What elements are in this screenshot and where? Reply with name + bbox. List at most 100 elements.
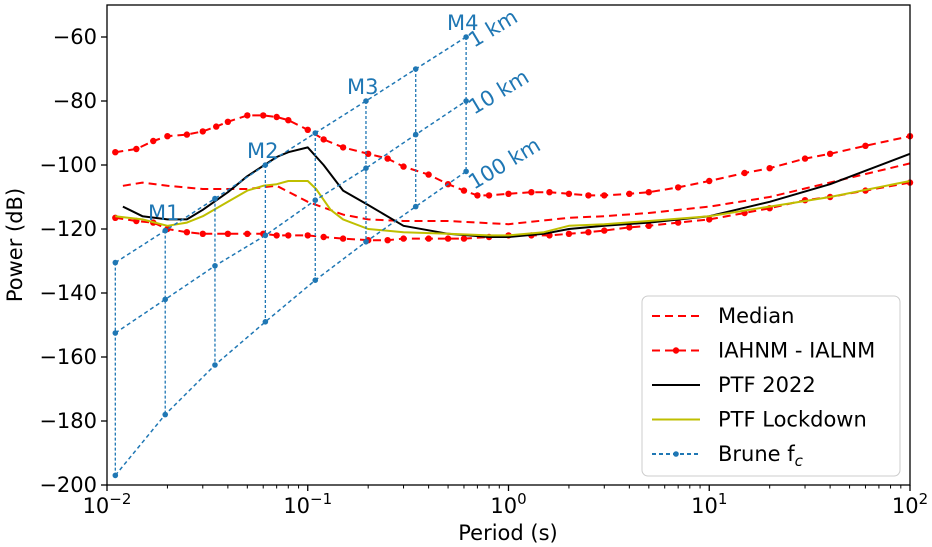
x-tick-label: 102 <box>892 490 928 518</box>
series-iahnm-ialnm-lower-point <box>339 235 347 242</box>
magnitude-label-m1: M1 <box>148 201 179 225</box>
plot-area <box>112 34 914 479</box>
legend-entry: Brune fc <box>718 442 804 470</box>
brune-point <box>162 411 169 418</box>
legend-entry: PTF Lockdown <box>718 408 867 432</box>
series-iahnm-ialnm-point <box>601 192 608 199</box>
series-iahnm-ialnm-point <box>546 189 553 196</box>
series-iahnm-ialnm-lower-point <box>320 233 327 241</box>
y-tick-label: −80 <box>53 89 97 113</box>
y-tick-label: −60 <box>53 25 97 49</box>
brune-line-10-km <box>114 100 467 334</box>
series-iahnm-ialnm-point <box>565 190 573 197</box>
series-iahnm-ialnm-point <box>460 187 468 194</box>
series-iahnm-ialnm-point <box>505 190 512 197</box>
series-iahnm-ialnm-lower-point <box>645 222 653 229</box>
series-iahnm-ialnm-lower-point <box>674 219 682 226</box>
series-iahnm-ialnm-lower-point <box>626 224 633 231</box>
x-tick-label: 10−1 <box>283 490 332 518</box>
series-iahnm-ialnm-point <box>384 155 391 162</box>
legend-box <box>641 295 901 477</box>
series-iahnm-ialnm-point <box>766 165 773 172</box>
series-iahnm-ialnm-lower-point <box>199 230 206 237</box>
series-iahnm-ialnm-point <box>150 137 157 145</box>
y-tick-label: −160 <box>39 345 97 369</box>
series-iahnm-ialnm-point <box>133 145 140 153</box>
series-iahnm-ialnm-lower-point <box>444 235 452 242</box>
series-iahnm-ialnm-lower-point <box>585 229 592 236</box>
series-iahnm-ialnm-point <box>425 171 432 178</box>
series-iahnm-ialnm-lower-point <box>384 237 391 244</box>
brune-point <box>312 130 319 136</box>
series-iahnm-ialnm-lower-point <box>304 232 311 239</box>
series-iahnm-ialnm-lower-point <box>425 235 432 242</box>
x-tick-label: 101 <box>691 490 727 518</box>
brune-point <box>463 34 469 40</box>
brune-line-100-km <box>114 170 467 476</box>
y-tick-label: −200 <box>39 473 97 497</box>
series-iahnm-ialnm-lower-point <box>400 235 407 242</box>
brune-point <box>463 98 469 104</box>
series-iahnm-ialnm-point <box>626 190 633 197</box>
series-iahnm-ialnm-point <box>183 131 191 138</box>
legend-marker <box>673 451 679 457</box>
legend-entry: PTF 2022 <box>718 373 816 397</box>
series-iahnm-ialnm-point <box>485 192 493 199</box>
series-median <box>122 162 911 226</box>
brune-point <box>162 227 169 234</box>
legend-entry: Median <box>718 304 794 328</box>
brune-point <box>412 203 419 210</box>
series-ptf-lockdown <box>115 180 911 237</box>
series-iahnm-ialnm-lower-point <box>224 230 232 237</box>
distance-label-100-km: 100 km <box>464 133 544 194</box>
series-iahnm-ialnm-lower-point <box>273 232 280 239</box>
distance-label-10-km: 10 km <box>464 65 533 120</box>
series-iahnm-ialnm-point <box>164 133 171 140</box>
series-iahnm-ialnm-point <box>585 192 592 199</box>
series-iahnm-ialnm-point <box>645 189 653 196</box>
series-iahnm-ialnm-point <box>224 118 232 126</box>
brune-point <box>312 197 319 203</box>
y-tick-label: −180 <box>39 409 97 433</box>
brune-point <box>262 319 269 325</box>
series-iahnm-ialnm-point <box>862 142 869 149</box>
brune-point <box>212 362 218 368</box>
brune-point <box>112 472 119 479</box>
series-iahnm-ialnm-point <box>320 136 327 143</box>
series-iahnm-ialnm-lower-point <box>244 230 251 237</box>
legend-marker <box>672 347 680 354</box>
series-iahnm-ialnm-point <box>213 123 220 130</box>
magnitude-label-m2: M2 <box>247 139 278 163</box>
series-iahnm-ialnm-point <box>674 184 682 191</box>
series-iahnm-ialnm-point <box>199 128 206 135</box>
series-iahnm-ialnm-point <box>400 163 407 170</box>
series-iahnm-ialnm-point <box>260 112 267 119</box>
series-iahnm-ialnm-point <box>826 150 834 157</box>
series-iahnm-ialnm-lower-point <box>565 230 573 237</box>
series-iahnm-ialnm-point <box>706 177 713 185</box>
series-iahnm-ialnm-point <box>112 149 119 156</box>
magnitude-label-m4: M4 <box>447 11 478 35</box>
x-axis-label: Period (s) <box>458 521 557 545</box>
series-iahnm-ialnm-point <box>339 144 347 151</box>
brune-point <box>212 195 218 202</box>
series-iahnm-ialnm-point <box>474 192 481 199</box>
brune-point <box>363 239 369 245</box>
x-tick-label: 10−2 <box>83 490 132 518</box>
y-tick-label: −140 <box>39 281 97 305</box>
brune-point <box>262 162 269 168</box>
series-iahnm-ialnm-lower-point <box>285 232 292 239</box>
legend: Median IAHNM - IALNM PTF 2022 PTF Lockdown B… <box>641 295 901 477</box>
series-iahnm-ialnm-point <box>528 189 535 196</box>
y-tick-label: −120 <box>39 217 97 241</box>
series-iahnm-ialnm-point <box>285 117 292 124</box>
brune-point <box>312 277 319 284</box>
series-iahnm-ialnm-point <box>304 126 311 133</box>
series-iahnm-ialnm-lower-point <box>460 235 468 242</box>
brune-point <box>463 168 469 175</box>
brune-point <box>412 131 419 138</box>
brune-point <box>112 330 119 336</box>
magnitude-label-m3: M3 <box>347 75 378 99</box>
series-iahnm-ialnm-point <box>741 169 748 177</box>
brune-point <box>212 263 218 269</box>
